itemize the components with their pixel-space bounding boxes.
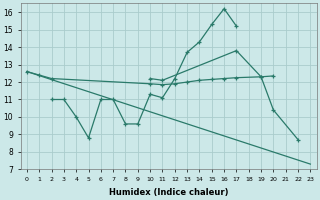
X-axis label: Humidex (Indice chaleur): Humidex (Indice chaleur): [109, 188, 228, 197]
